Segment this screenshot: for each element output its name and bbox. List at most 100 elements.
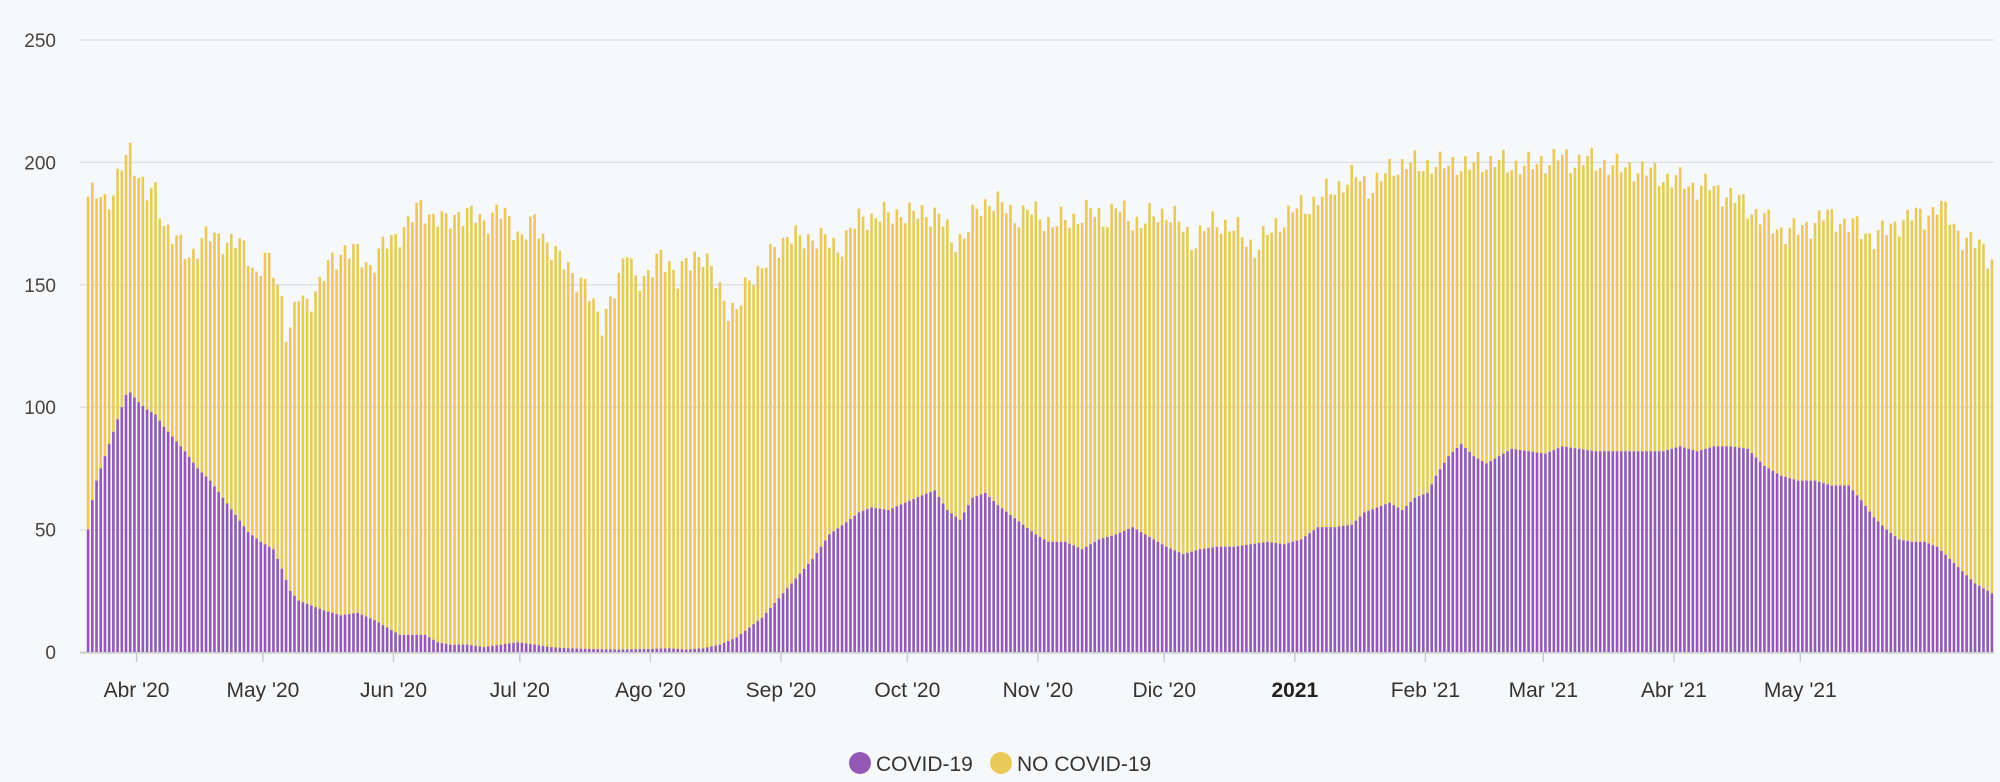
bar-no-covid[interactable]	[368, 264, 372, 619]
bar-no-covid[interactable]	[1426, 160, 1429, 493]
bar-covid[interactable]	[672, 648, 675, 652]
bar-covid[interactable]	[128, 392, 132, 652]
bar-covid[interactable]	[158, 420, 162, 652]
bar-no-covid[interactable]	[1417, 171, 1421, 497]
bar-no-covid[interactable]	[1893, 221, 1897, 537]
bar-no-covid[interactable]	[352, 244, 355, 614]
bar-no-covid[interactable]	[149, 187, 153, 413]
bar-covid[interactable]	[1914, 541, 1918, 652]
bar-covid[interactable]	[1131, 527, 1134, 652]
bar-no-covid[interactable]	[1607, 174, 1610, 452]
bar-covid[interactable]	[310, 605, 313, 652]
bar-no-covid[interactable]	[1261, 226, 1265, 543]
bar-no-covid[interactable]	[929, 226, 932, 493]
bar-covid[interactable]	[1493, 458, 1497, 652]
bar-no-covid[interactable]	[1055, 226, 1059, 542]
bar-no-covid[interactable]	[731, 302, 734, 640]
bar-covid[interactable]	[524, 643, 528, 652]
bar-covid[interactable]	[444, 643, 448, 652]
bar-covid[interactable]	[1055, 541, 1059, 652]
bar-covid[interactable]	[1097, 539, 1101, 652]
bar-no-covid[interactable]	[183, 259, 187, 452]
bar-covid[interactable]	[1725, 446, 1728, 652]
bar-covid[interactable]	[1114, 534, 1118, 652]
bar-no-covid[interactable]	[1114, 208, 1118, 535]
bar-covid[interactable]	[297, 600, 301, 652]
bar-no-covid[interactable]	[672, 269, 675, 649]
bar-covid[interactable]	[1072, 545, 1076, 652]
bar-covid[interactable]	[1649, 451, 1653, 652]
bar-no-covid[interactable]	[381, 236, 385, 626]
bar-no-covid[interactable]	[1034, 201, 1038, 535]
bar-covid[interactable]	[1379, 505, 1383, 652]
bar-no-covid[interactable]	[1186, 226, 1189, 553]
bar-covid[interactable]	[86, 529, 90, 652]
bar-covid[interactable]	[773, 603, 776, 652]
bar-no-covid[interactable]	[554, 245, 557, 648]
bar-covid[interactable]	[1489, 461, 1492, 652]
bar-covid[interactable]	[406, 634, 410, 652]
bar-no-covid[interactable]	[406, 216, 410, 635]
bar-no-covid[interactable]	[491, 212, 494, 646]
bar-covid[interactable]	[1261, 542, 1265, 652]
bar-no-covid[interactable]	[1118, 211, 1122, 533]
bar-covid[interactable]	[566, 648, 570, 652]
bar-no-covid[interactable]	[1918, 208, 1922, 542]
bar-no-covid[interactable]	[777, 257, 781, 599]
bar-covid[interactable]	[1927, 543, 1931, 652]
bar-no-covid[interactable]	[293, 302, 296, 596]
bar-covid[interactable]	[1400, 510, 1404, 652]
bar-covid[interactable]	[1295, 540, 1299, 652]
bar-covid[interactable]	[1640, 451, 1644, 652]
bar-no-covid[interactable]	[592, 298, 595, 650]
bar-no-covid[interactable]	[1847, 231, 1850, 486]
bar-covid[interactable]	[1118, 532, 1122, 652]
bar-covid[interactable]	[1855, 495, 1859, 652]
bar-no-covid[interactable]	[878, 221, 882, 509]
bar-no-covid[interactable]	[427, 214, 431, 638]
bar-no-covid[interactable]	[533, 214, 536, 645]
bar-covid[interactable]	[373, 620, 376, 652]
bar-no-covid[interactable]	[1805, 222, 1808, 481]
bar-no-covid[interactable]	[1160, 208, 1164, 545]
bar-no-covid[interactable]	[1876, 230, 1880, 522]
bar-covid[interactable]	[1742, 448, 1745, 652]
bar-covid[interactable]	[491, 645, 494, 652]
bar-covid[interactable]	[609, 649, 612, 652]
bar-covid[interactable]	[1678, 446, 1682, 652]
bar-covid[interactable]	[1590, 450, 1594, 652]
bar-covid[interactable]	[1948, 558, 1952, 652]
bar-covid[interactable]	[1548, 451, 1551, 652]
bar-no-covid[interactable]	[975, 208, 979, 497]
bar-no-covid[interactable]	[1127, 220, 1130, 529]
bar-no-covid[interactable]	[103, 194, 107, 457]
bar-no-covid[interactable]	[377, 248, 381, 623]
bar-no-covid[interactable]	[1236, 216, 1240, 547]
bar-covid[interactable]	[844, 522, 848, 652]
bar-covid[interactable]	[1594, 451, 1598, 652]
bar-no-covid[interactable]	[1539, 155, 1543, 454]
bar-covid[interactable]	[1476, 458, 1480, 652]
bar-covid[interactable]	[1889, 532, 1893, 652]
bar-no-covid[interactable]	[107, 209, 111, 444]
bar-covid[interactable]	[583, 648, 587, 652]
bar-no-covid[interactable]	[1308, 214, 1311, 534]
bar-covid[interactable]	[1695, 451, 1699, 652]
bar-covid[interactable]	[946, 510, 949, 652]
bar-covid[interactable]	[1632, 451, 1636, 652]
bar-no-covid[interactable]	[1619, 172, 1623, 452]
bar-covid[interactable]	[924, 493, 928, 652]
bar-no-covid[interactable]	[1194, 248, 1198, 551]
bar-covid[interactable]	[1396, 507, 1400, 652]
bar-no-covid[interactable]	[1523, 165, 1526, 451]
bar-no-covid[interactable]	[478, 213, 482, 647]
bar-no-covid[interactable]	[1843, 218, 1846, 486]
bar-covid[interactable]	[1186, 552, 1189, 652]
bar-covid[interactable]	[1923, 541, 1926, 652]
bar-covid[interactable]	[807, 563, 810, 652]
bar-no-covid[interactable]	[255, 271, 258, 539]
bar-covid[interactable]	[1628, 451, 1631, 652]
bar-no-covid[interactable]	[402, 227, 406, 635]
bar-no-covid[interactable]	[579, 277, 583, 649]
bar-covid[interactable]	[356, 612, 359, 652]
